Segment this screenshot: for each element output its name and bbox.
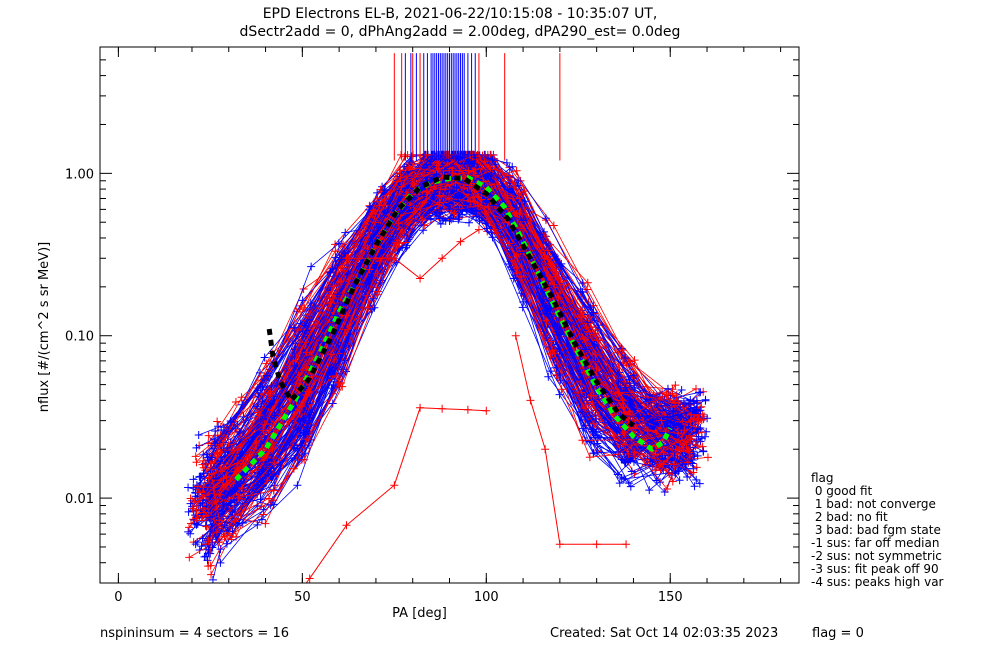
data-point	[585, 453, 594, 462]
axes: 0 50 100 150 0.01 0.10 1.00 PA [deg] nflux [#/(c…	[37, 46, 799, 621]
data-point	[184, 527, 193, 536]
data-point	[592, 540, 601, 549]
data-point	[237, 393, 246, 402]
data-point	[197, 542, 206, 551]
data-point	[397, 150, 406, 159]
data-point	[690, 482, 699, 491]
data-point	[518, 303, 527, 312]
legend-title: flag	[811, 471, 834, 485]
y-tick-label: 0.01	[65, 492, 94, 507]
data-point	[259, 510, 268, 519]
data-point	[213, 417, 222, 426]
data-point	[189, 475, 198, 484]
data-point	[184, 483, 193, 492]
data-point	[699, 447, 708, 456]
x-tick-label: 100	[474, 590, 499, 605]
legend-item: 3 bad: bad fgm state	[811, 523, 941, 537]
data-point	[447, 215, 456, 224]
data-point	[671, 381, 680, 390]
data-point	[697, 402, 706, 411]
data-point	[261, 519, 270, 528]
data-point	[630, 356, 639, 365]
data-point	[526, 396, 535, 405]
legend-item: 1 bad: not converge	[811, 497, 936, 511]
data-point	[622, 540, 631, 549]
legend-item: -4 sus: peaks high var	[811, 575, 944, 589]
data-point	[675, 476, 684, 485]
data-point	[194, 431, 203, 440]
data-point	[185, 523, 194, 532]
data-point	[416, 403, 425, 412]
data-point	[698, 442, 707, 451]
data-point	[658, 388, 667, 397]
legend-item: -1 sus: far off median	[811, 536, 940, 550]
data-point	[253, 520, 262, 529]
data-point	[692, 436, 701, 445]
x-tick-label: 50	[294, 590, 311, 605]
legend-item: -3 sus: fit peak off 90	[811, 562, 939, 576]
peak-flag-ticks	[393, 53, 561, 161]
data-point	[703, 453, 712, 462]
data-point	[701, 396, 710, 405]
x-tick-label: 150	[658, 590, 683, 605]
footer-flag: flag = 0	[812, 626, 864, 641]
y-tick-label: 0.10	[65, 330, 94, 345]
data-point	[207, 570, 216, 579]
trace-line	[208, 181, 694, 554]
data-point	[184, 507, 193, 516]
chart-title: EPD Electrons EL-B, 2021-06-22/10:15:08 …	[262, 6, 658, 22]
data-point	[549, 221, 558, 230]
data-point	[541, 445, 550, 454]
data-point	[186, 529, 195, 538]
data-point	[463, 405, 472, 414]
footer-sectors: nspininsum = 4 sectors = 16	[100, 626, 289, 641]
data-point	[438, 404, 447, 413]
flux-trace	[207, 174, 694, 567]
flux-trace	[199, 178, 708, 517]
data-point	[482, 406, 491, 415]
data-point	[185, 553, 194, 562]
x-axis-label: PA [deg]	[392, 606, 447, 621]
data-point	[216, 558, 225, 567]
data-point	[191, 452, 200, 461]
x-tick-label: 0	[114, 590, 122, 605]
data-point	[677, 386, 686, 395]
data-point	[305, 574, 314, 583]
data-point	[192, 458, 201, 467]
footer-created: Created: Sat Oct 14 02:03:35 2023	[550, 626, 779, 641]
legend-item: -2 sus: not symmetric	[811, 549, 942, 563]
data-point	[555, 540, 564, 549]
y-axis-label: nflux [#/(cm^2 s sr MeV)]	[37, 242, 52, 412]
chart-subtitle: dSectr2add = 0, dPhAng2add = 2.00deg, dP…	[239, 24, 681, 40]
data-point	[541, 214, 550, 223]
data-point	[702, 427, 711, 436]
flux-traces	[184, 150, 712, 583]
data-point	[511, 331, 520, 340]
y-tick-label: 1.00	[65, 167, 94, 182]
data-point	[615, 479, 624, 488]
legend-item: 0 good fit	[811, 484, 873, 498]
legend-item: 2 bad: no fit	[811, 510, 888, 524]
data-point	[645, 486, 654, 495]
